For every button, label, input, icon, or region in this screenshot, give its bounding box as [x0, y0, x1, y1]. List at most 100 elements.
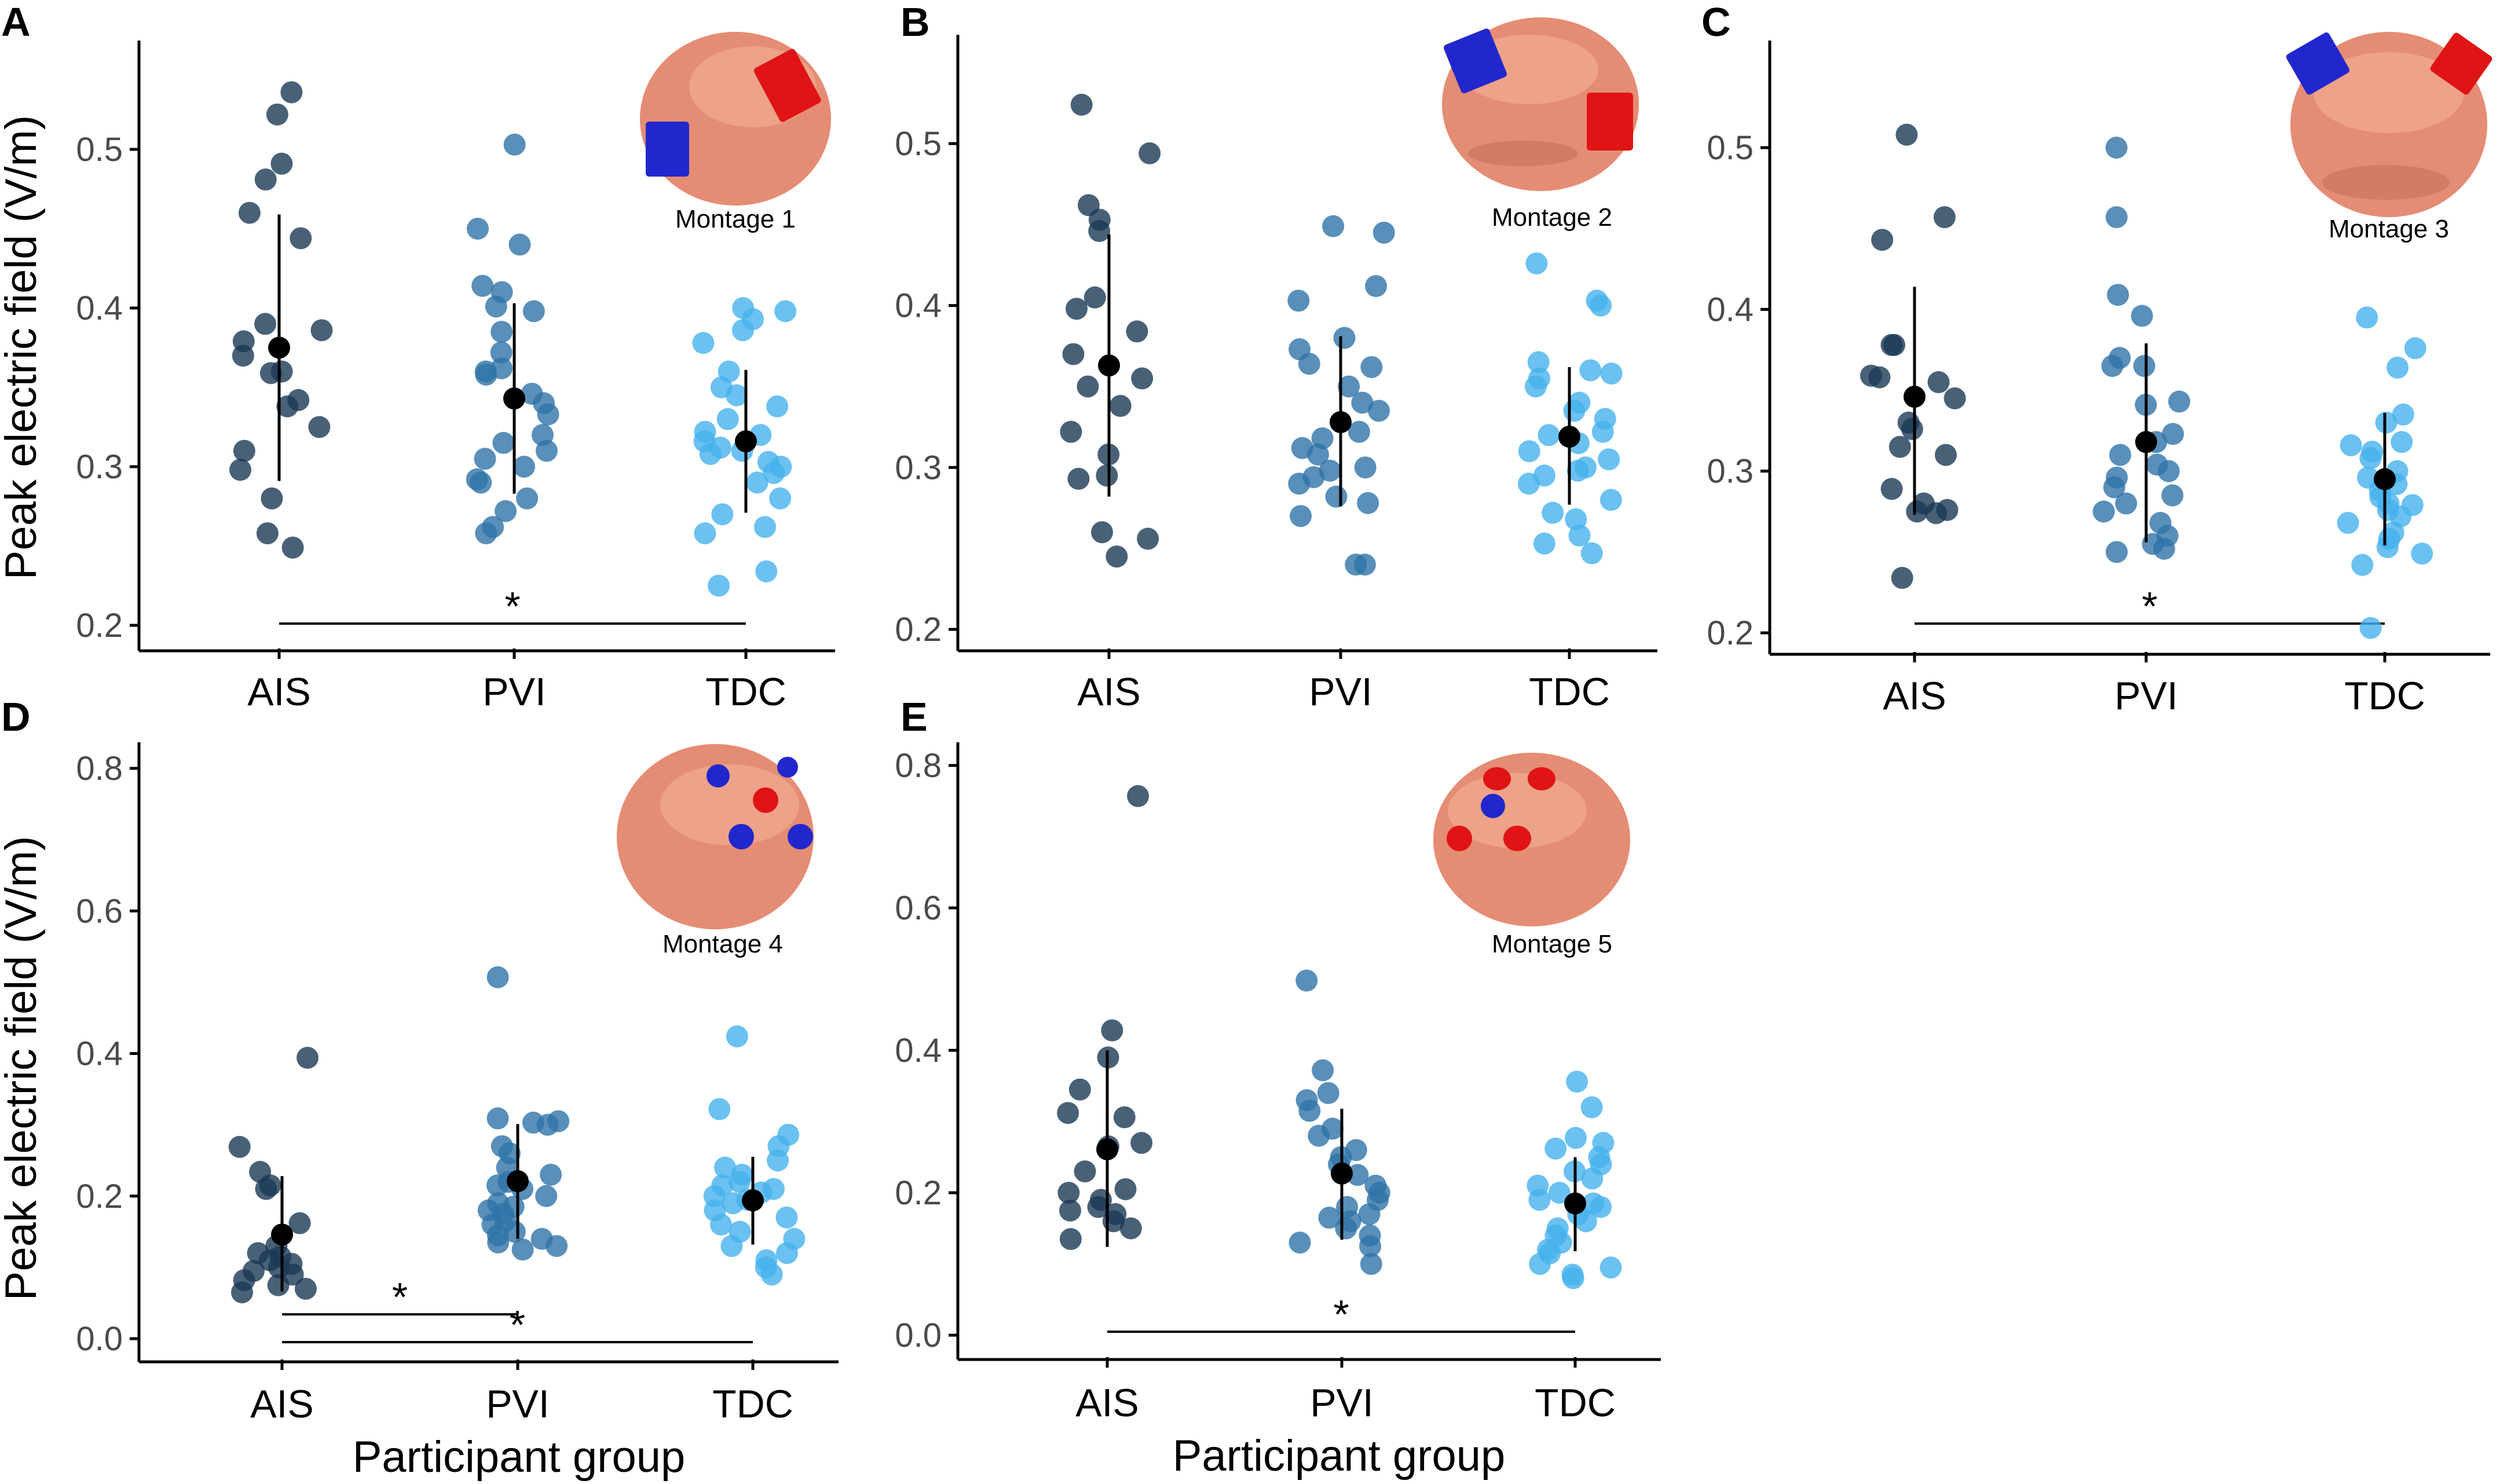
cathode-electrode — [1444, 28, 1507, 94]
x-category-label: PVI — [482, 670, 546, 714]
y-tick-label: 0.2 — [895, 1174, 942, 1212]
significance-star: * — [504, 584, 520, 629]
data-point-pvi — [1359, 1235, 1382, 1258]
data-point-pvi — [1312, 1059, 1334, 1082]
data-point-tdc — [1518, 440, 1540, 463]
mean-marker — [271, 1223, 293, 1246]
data-point-pvi — [1360, 356, 1383, 378]
data-point-pvi — [2101, 355, 2124, 378]
y-tick-label: 0.5 — [895, 125, 942, 163]
data-point-tdc — [767, 1149, 789, 1172]
data-point-tdc — [728, 1171, 751, 1193]
y-axis-ticks: 0.2 0.3 0.4 0.5 — [1707, 129, 1770, 652]
data-point-tdc — [755, 560, 778, 582]
anode-electrode — [1503, 826, 1531, 851]
data-point-tdc — [2392, 403, 2414, 426]
data-point-tdc — [1581, 1167, 1604, 1190]
data-point-pvi — [474, 448, 496, 470]
data-point-tdc — [2351, 554, 2374, 576]
data-point-pvi — [475, 522, 497, 545]
panel-letter: C — [1701, 0, 1731, 45]
data-point-tdc — [1590, 294, 1612, 317]
mean-marker — [1098, 354, 1120, 377]
data-point-ais — [1119, 1217, 1142, 1240]
data-point-pvi — [2105, 206, 2128, 229]
x-category-label: TDC — [1529, 670, 1610, 714]
data-point-pvi — [486, 1107, 509, 1130]
data-point-tdc — [708, 1098, 731, 1120]
data-point-pvi — [535, 439, 558, 462]
data-point-tdc — [2376, 536, 2399, 558]
data-point-pvi — [503, 133, 526, 156]
mean-marker — [735, 430, 757, 453]
data-point-pvi — [1288, 472, 1311, 495]
data-point-pvi — [1357, 492, 1379, 514]
data-point-tdc — [699, 443, 722, 466]
mean-marker — [1330, 411, 1352, 434]
y-tick-label: 0.8 — [895, 747, 942, 785]
data-points — [229, 81, 797, 597]
data-point-tdc — [2359, 617, 2382, 639]
data-point-ais — [1067, 467, 1090, 490]
data-point-ais — [1127, 785, 1150, 807]
data-point-ais — [1137, 527, 1159, 550]
mean-marker — [1096, 1138, 1118, 1160]
data-point-tdc — [760, 1263, 783, 1286]
data-point-ais — [1130, 1131, 1153, 1154]
data-point-pvi — [1365, 275, 1388, 298]
data-point-tdc — [2340, 434, 2362, 456]
data-point-ais — [1060, 420, 1082, 443]
x-category-label: PVI — [486, 1382, 550, 1426]
x-axis-title: Participant group — [1173, 1431, 1506, 1481]
data-point-tdc — [1563, 400, 1586, 422]
data-points — [1060, 93, 1623, 576]
data-point-tdc — [710, 1214, 733, 1236]
data-point-ais — [290, 227, 312, 250]
data-point-pvi — [2115, 492, 2137, 515]
data-point-tdc — [720, 1234, 743, 1257]
mean-marker — [1558, 426, 1580, 448]
data-point-pvi — [2157, 460, 2180, 482]
panel-letter: D — [1, 694, 31, 739]
data-point-ais — [266, 103, 288, 126]
data-point-ais — [1925, 502, 1948, 525]
data-point-ais — [308, 416, 331, 438]
data-point-pvi — [1295, 969, 1318, 992]
data-point-tdc — [2411, 543, 2433, 565]
data-point-ais — [294, 1277, 317, 1300]
data-point-ais — [280, 81, 303, 104]
data-point-ais — [297, 1046, 319, 1069]
x-axis-categories: AIS PVI TDC — [1075, 1357, 1616, 1425]
data-point-pvi — [1298, 353, 1320, 375]
data-point-ais — [1087, 1196, 1110, 1218]
cathode-electrode — [2286, 32, 2350, 95]
data-point-pvi — [1351, 391, 1374, 414]
data-point-ais — [1906, 500, 1928, 523]
data-point-ais — [1891, 567, 1913, 589]
data-point-ais — [1933, 206, 1956, 229]
data-point-ais — [1113, 1106, 1136, 1128]
y-axis-title: Peak electric field (V/m) — [0, 115, 46, 580]
data-point-pvi — [487, 1231, 510, 1254]
data-point-ais — [1057, 1102, 1079, 1124]
mean-marker — [742, 1189, 764, 1212]
data-point-ais — [255, 1178, 277, 1200]
data-point-pvi — [2109, 444, 2132, 466]
y-tick-label: 0.6 — [76, 892, 123, 930]
mean-marker — [503, 387, 525, 410]
x-category-label: TDC — [2344, 674, 2425, 718]
mean-markers — [1098, 234, 1580, 507]
data-point-tdc — [775, 1242, 798, 1265]
mean-marker — [1564, 1192, 1586, 1215]
montage-head-inset: Montage 2 — [1442, 17, 1639, 232]
data-point-tdc — [2404, 337, 2426, 360]
cathode-electrode — [777, 757, 798, 778]
data-point-tdc — [692, 332, 715, 354]
data-point-pvi — [1360, 1253, 1382, 1275]
data-point-tdc — [1517, 472, 1540, 495]
y-tick-label: 0.6 — [895, 889, 942, 927]
data-point-tdc — [731, 319, 754, 342]
y-tick-label: 0.4 — [895, 1032, 942, 1069]
data-point-ais — [1126, 320, 1148, 343]
y-tick-label: 0.8 — [76, 750, 123, 787]
